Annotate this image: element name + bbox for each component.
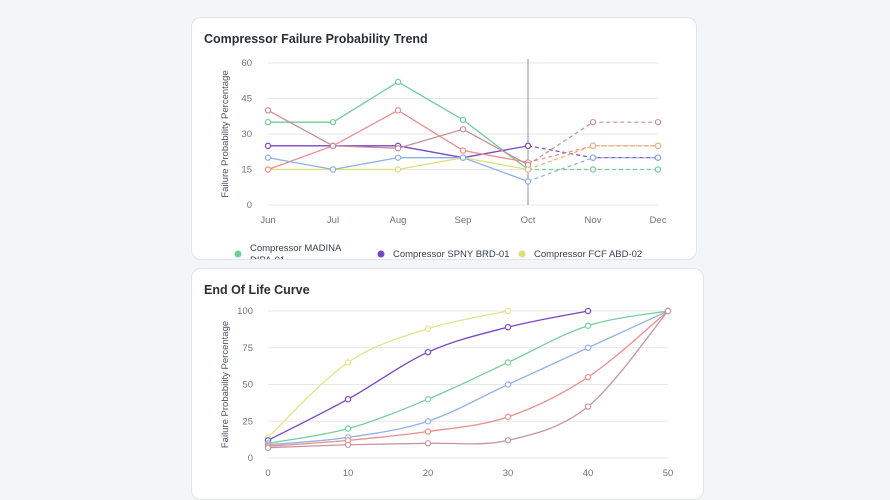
x-tick-label: 50: [663, 468, 674, 479]
y-axis-label: Failure Probability Percentage: [220, 321, 231, 448]
data-point: [459, 126, 467, 133]
data-point: [424, 418, 432, 425]
x-tick-label: Dec: [650, 215, 667, 226]
data-point: [424, 428, 432, 435]
data-point: [344, 441, 352, 448]
data-point: [424, 395, 432, 403]
data-point: [424, 348, 432, 356]
legend-label-line: DIPA-01: [250, 255, 285, 260]
data-point: [589, 118, 597, 126]
legend-label: Compressor SPNY BRD-01: [393, 249, 510, 260]
data-point: [504, 413, 512, 421]
y-tick-label: 15: [241, 165, 252, 176]
data-point: [264, 118, 272, 126]
legend-swatch: [518, 250, 526, 258]
data-point: [524, 178, 532, 185]
data-point: [584, 344, 592, 351]
data-point: [524, 142, 532, 150]
data-point: [329, 166, 337, 173]
y-tick-label: 0: [248, 453, 253, 464]
data-point: [664, 307, 672, 315]
failure-trend-card: Compressor Failure Probability Trend 0 15…: [191, 17, 697, 260]
y-tick-label: 100: [237, 306, 253, 317]
data-point: [394, 166, 402, 173]
legend-label-line: Compressor MADINA: [250, 243, 342, 254]
data-point: [504, 381, 512, 388]
x-tick-label: Nov: [585, 215, 602, 226]
data-point: [264, 166, 272, 173]
data-point: [344, 425, 352, 432]
data-point: [344, 359, 352, 366]
y-tick-label: 0: [247, 200, 252, 211]
x-tick-label: 30: [503, 468, 514, 479]
x-tick-label: 0: [265, 468, 270, 479]
y-tick-label: 50: [242, 380, 253, 391]
data-point: [584, 403, 592, 410]
data-point: [584, 373, 592, 381]
x-tick-label: 20: [423, 468, 434, 479]
end-of-life-card: End Of Life Curve 0 25 50 75 100 0 10 20 30 40 50 F…: [191, 268, 704, 500]
data-point: [504, 323, 512, 331]
data-point: [424, 325, 432, 332]
x-tick-label: Jun: [260, 215, 275, 226]
data-point: [654, 142, 662, 150]
data-point: [329, 118, 337, 126]
x-tick-label: Aug: [390, 215, 407, 226]
data-point: [394, 78, 402, 86]
data-point: [459, 154, 467, 161]
data-point: [344, 395, 352, 403]
data-point: [589, 166, 597, 173]
data-point: [264, 154, 272, 161]
data-point: [654, 166, 662, 173]
legend-label: Compressor FCF ABD-02: [534, 249, 642, 260]
data-point: [504, 307, 512, 315]
data-point: [329, 142, 337, 150]
failure-trend-chart: 0 15 30 45 60 Jun Jul Aug Sep Oct Nov Dec Failure Pr…: [220, 58, 667, 260]
y-tick-label: 45: [241, 94, 252, 105]
data-point: [459, 147, 467, 154]
data-point: [504, 359, 512, 366]
data-point: [504, 437, 512, 444]
y-tick-label: 30: [241, 129, 252, 140]
series-forecast-line: [527, 145, 658, 171]
data-point: [264, 444, 272, 451]
data-point: [264, 107, 272, 114]
x-tick-label: Oct: [521, 215, 536, 226]
end-of-life-chart: 0 25 50 75 100 0 10 20 30 40 50 Failure Probability…: [220, 306, 674, 479]
data-point: [394, 144, 402, 152]
data-point: [584, 307, 592, 315]
legend-swatch: [377, 250, 385, 258]
data-point: [394, 154, 402, 161]
y-tick-label: 60: [241, 58, 252, 69]
series-forecast-line: [527, 157, 658, 182]
x-tick-label: Sep: [455, 215, 472, 226]
data-point: [589, 154, 597, 161]
data-point: [524, 166, 532, 173]
x-tick-label: Jul: [327, 215, 339, 226]
data-point: [394, 107, 402, 114]
end-of-life-title: End Of Life Curve: [204, 283, 310, 297]
data-point: [459, 116, 467, 124]
data-point: [424, 440, 432, 447]
data-point: [654, 118, 662, 126]
failure-trend-title: Compressor Failure Probability Trend: [204, 32, 428, 46]
y-tick-label: 75: [242, 343, 253, 354]
legend-swatch: [234, 250, 242, 258]
x-tick-label: 10: [343, 468, 354, 479]
x-tick-label: 40: [583, 468, 594, 479]
y-tick-label: 25: [242, 416, 253, 427]
data-point: [654, 154, 662, 161]
series-forecast-line: [527, 145, 658, 163]
data-point: [584, 322, 592, 329]
series-curve: [267, 310, 669, 444]
legend-label: Compressor MADINA DIPA-01: [250, 243, 342, 260]
y-axis-label: Failure Probability Percentage: [220, 70, 231, 197]
series-curve: [267, 310, 509, 438]
data-point: [264, 142, 272, 150]
data-point: [589, 142, 597, 150]
